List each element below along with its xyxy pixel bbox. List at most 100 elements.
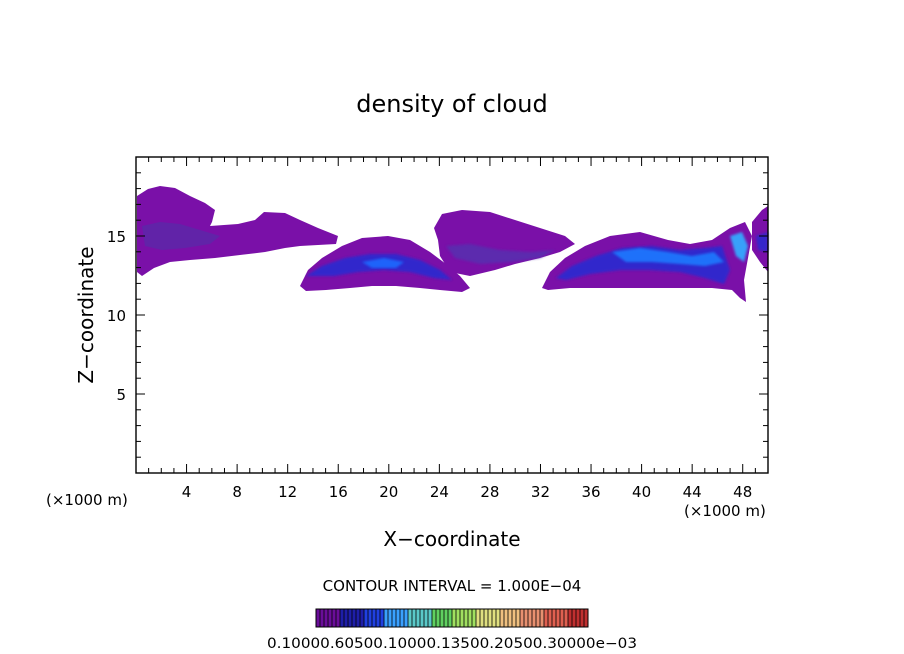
colorbar-swatch (512, 609, 516, 627)
x-tick-label: 16 (329, 483, 348, 501)
y-axis-label: Z−coordinate (74, 246, 98, 383)
colorbar-swatch (508, 609, 512, 627)
colorbar-swatch (448, 609, 452, 627)
colorbar-swatch (388, 609, 392, 627)
colorbar-swatch (520, 609, 524, 627)
colorbar-swatch (444, 609, 448, 627)
colorbar-labels: 0.10000.60500.10000.13500.20500.30000e−0… (267, 636, 637, 652)
colorbar-swatch (524, 609, 528, 627)
colorbar-swatch (576, 609, 580, 627)
cloud-region-right-edge-core (756, 232, 768, 252)
colorbar-swatch (536, 609, 540, 627)
x-axis-ticks: 4 8 12 16 20 24 28 32 36 40 44 48 (148, 157, 756, 501)
colorbar-swatch (348, 609, 352, 627)
colorbar-swatch (560, 609, 564, 627)
plot-frame (135, 156, 769, 474)
cloud-region-arc-2-hot (730, 232, 748, 262)
colorbar (315, 608, 589, 628)
colorbar-swatch (528, 609, 532, 627)
cloud-region-mid (434, 210, 575, 276)
colorbar-swatch (432, 609, 436, 627)
colorbar-swatch (420, 609, 424, 627)
colorbar-swatch (552, 609, 556, 627)
colorbar-swatch (544, 609, 548, 627)
colorbar-swatch (504, 609, 508, 627)
x-tick-label: 12 (278, 483, 297, 501)
colorbar-swatch (376, 609, 380, 627)
colorbar-swatch (372, 609, 376, 627)
colorbar-swatch (572, 609, 576, 627)
colorbar-swatch (584, 609, 588, 627)
colorbar-swatch (424, 609, 428, 627)
colorbar-swatch (496, 609, 500, 627)
colorbar-swatch (540, 609, 544, 627)
colorbar-swatch (412, 609, 416, 627)
colorbar-swatch (548, 609, 552, 627)
colorbar-swatch (456, 609, 460, 627)
colorbar-swatch (516, 609, 520, 627)
colorbar-swatch (556, 609, 560, 627)
x-tick-label: 28 (480, 483, 499, 501)
x-tick-label: 8 (232, 483, 242, 501)
contour-interval-text: CONTOUR INTERVAL = 1.000E−04 (323, 577, 582, 595)
colorbar-swatch (492, 609, 496, 627)
colorbar-swatch (452, 609, 456, 627)
x-tick-label: 4 (182, 483, 192, 501)
colorbar-swatch (416, 609, 420, 627)
colorbar-swatch (488, 609, 492, 627)
x-tick-label: 24 (430, 483, 449, 501)
chart-title: density of cloud (356, 90, 547, 118)
colorbar-swatch (408, 609, 412, 627)
colorbar-swatch (392, 609, 396, 627)
colorbar-swatch (568, 609, 572, 627)
colorbar-swatch (340, 609, 344, 627)
colorbar-swatch (332, 609, 336, 627)
x-tick-label: 44 (683, 483, 702, 501)
x-tick-label: 40 (632, 483, 651, 501)
x-axis-label: X−coordinate (383, 527, 520, 551)
cloud-region-arc-2-peak (612, 248, 724, 266)
x-tick-label: 32 (531, 483, 550, 501)
cloud-layer (137, 186, 768, 302)
colorbar-swatch (324, 609, 328, 627)
y-tick-label: 5 (116, 386, 126, 404)
colorbar-swatch (404, 609, 408, 627)
colorbar-swatch (360, 609, 364, 627)
colorbar-swatch (476, 609, 480, 627)
colorbar-swatch (460, 609, 464, 627)
colorbar-swatch (564, 609, 568, 627)
colorbar-swatch (532, 609, 536, 627)
colorbar-swatch (384, 609, 388, 627)
colorbar-swatch (464, 609, 468, 627)
colorbar-swatch (344, 609, 348, 627)
colorbar-swatch (356, 609, 360, 627)
cloud-region-mid-core (446, 244, 555, 264)
colorbar-swatch (352, 609, 356, 627)
x-tick-label: 48 (733, 483, 752, 501)
colorbar-swatch (484, 609, 488, 627)
colorbar-swatch (320, 609, 324, 627)
colorbar-swatch (400, 609, 404, 627)
x-unit-right: (×1000 m) (684, 502, 766, 520)
colorbar-swatch (336, 609, 340, 627)
y-tick-label: 15 (107, 228, 126, 246)
colorbar-swatch (436, 609, 440, 627)
colorbar-swatch (440, 609, 444, 627)
colorbar-frame (315, 608, 589, 628)
cloud-region-arc-1-peak (362, 258, 404, 268)
colorbar-swatch (580, 609, 584, 627)
cloud-region-anvil-left-core (142, 222, 220, 250)
x-unit-left: (×1000 m) (46, 491, 128, 509)
colorbar-swatch (380, 609, 384, 627)
x-tick-label: 36 (581, 483, 600, 501)
y-tick-label: 10 (107, 307, 126, 325)
colorbar-swatch (468, 609, 472, 627)
y-axis-ticks: 5 10 15 (107, 172, 768, 458)
x-tick-label: 20 (379, 483, 398, 501)
cloud-region-anvil-left (137, 186, 338, 276)
colorbar-swatch (500, 609, 504, 627)
colorbar-swatch (396, 609, 400, 627)
colorbar-swatch (472, 609, 476, 627)
